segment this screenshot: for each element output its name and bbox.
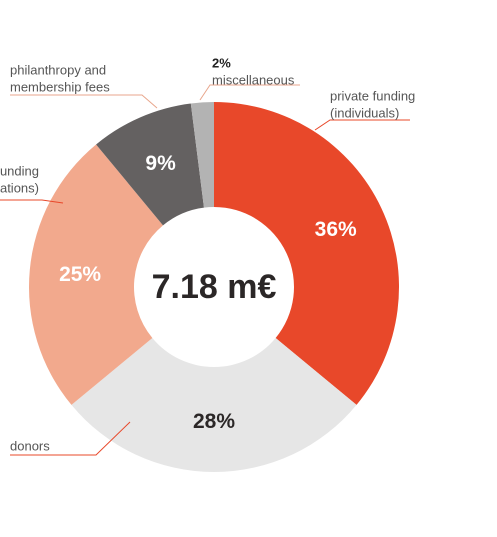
annotation-label: (foundations): [0, 181, 39, 196]
annotation-leader-line: [0, 199, 64, 204]
pie-slice: [214, 102, 399, 405]
slice-percent-label: 9%: [145, 152, 176, 175]
annotation-label: donors: [10, 439, 50, 454]
pie-slice: [96, 103, 204, 226]
annotation-label: miscellaneous: [212, 73, 295, 88]
annotation-label: private funding: [330, 89, 415, 104]
annotation-leader-line: [10, 421, 131, 456]
slice-percent-label: 25%: [59, 263, 101, 286]
annotation-leader-line: [10, 94, 158, 109]
pie-slice: [28, 144, 164, 405]
annotation-label: funding: [0, 164, 39, 179]
center-total-label: 7.18 m€: [152, 268, 277, 306]
annotation-label: (individuals): [330, 106, 399, 121]
annotation-label: 2%: [212, 56, 231, 71]
annotation-leader-line: [199, 84, 300, 101]
annotation-label: membership fees: [10, 80, 110, 95]
annotation-leader-line: [314, 119, 410, 131]
annotation-label: philanthropy and: [10, 63, 106, 78]
slice-percent-label: 36%: [315, 218, 357, 241]
pie-slice: [71, 337, 357, 472]
slice-percent-label: 28%: [193, 410, 235, 433]
pie-slice: [190, 102, 214, 208]
